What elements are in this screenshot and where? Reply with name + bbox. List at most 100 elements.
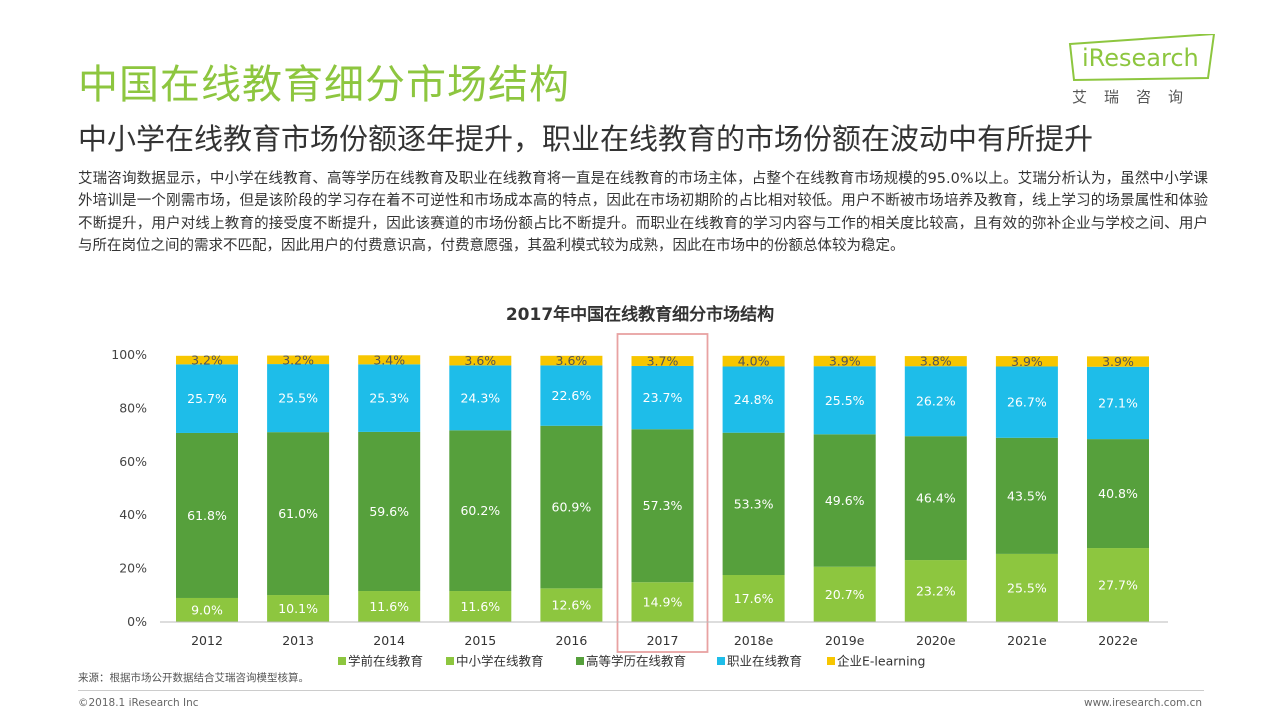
x-tick-label-2020e: 2020e (916, 633, 956, 648)
data-label-2019e-3: 25.5% (825, 393, 865, 408)
chart-title: 2017年中国在线教育细分市场结构 (505, 305, 775, 325)
logo-cn-name: 艾瑞咨询 (1072, 88, 1201, 106)
bar-segment-2017-0 (631, 582, 694, 622)
data-label-2021e-4: 3.9% (1011, 354, 1043, 369)
data-label-2021e-0: 25.5% (1007, 580, 1047, 595)
x-tick-label-2012: 2012 (191, 633, 223, 648)
bar-segment-2021e-2 (995, 437, 1058, 554)
data-label-2015-3: 24.3% (460, 390, 500, 405)
data-label-2012-4: 3.2% (191, 353, 223, 368)
bar-segment-2018e-3 (722, 366, 785, 433)
legend-swatch-3 (717, 657, 725, 665)
data-label-2016-0: 12.6% (552, 598, 592, 613)
legend-swatch-0 (338, 657, 346, 665)
data-label-2019e-2: 49.6% (825, 493, 865, 508)
legend-label-0: 学前在线教育 (348, 654, 423, 669)
data-label-2018e-0: 17.6% (734, 591, 774, 606)
page-title: 中国在线教育细分市场结构 (78, 62, 570, 108)
bar-segment-2016-2 (540, 425, 603, 589)
data-label-2013-0: 10.1% (278, 601, 318, 616)
x-tick-label-2017: 2017 (647, 633, 679, 648)
source-note: 来源：根据市场公开数据结合艾瑞咨询模型核算。 (78, 672, 309, 684)
data-label-2017-4: 3.7% (647, 354, 679, 369)
data-label-2022e-2: 40.8% (1098, 486, 1138, 501)
bar-segment-2017-2 (631, 429, 694, 583)
bar-segment-2012-0 (176, 597, 238, 622)
logo-banner-icon (1068, 34, 1216, 82)
data-label-2012-3: 25.7% (187, 391, 227, 406)
bar-segment-2015-3 (449, 365, 512, 431)
bar-segment-2015-0 (449, 591, 512, 622)
bar-segment-2019e-4 (813, 355, 876, 367)
data-label-2019e-4: 3.9% (829, 354, 861, 369)
data-label-2018e-2: 53.3% (734, 496, 774, 511)
data-label-2015-4: 3.6% (464, 353, 496, 368)
legend-swatch-1 (446, 657, 454, 665)
x-tick-label-2013: 2013 (282, 633, 314, 648)
y-tick-label-0: 0% (127, 614, 147, 629)
data-label-2015-2: 60.2% (460, 503, 500, 518)
bar-segment-2022e-3 (1087, 366, 1149, 440)
data-label-2014-0: 11.6% (369, 599, 409, 614)
data-label-2015-0: 11.6% (460, 599, 500, 614)
bar-segment-2014-4 (358, 355, 421, 365)
data-label-2014-4: 3.4% (373, 352, 405, 367)
legend-swatch-4 (827, 657, 835, 665)
bar-segment-2020e-0 (904, 560, 967, 622)
data-label-2013-2: 61.0% (278, 506, 318, 521)
bar-segment-2016-0 (540, 588, 603, 622)
bar-segment-2014-0 (358, 591, 421, 622)
data-label-2014-2: 59.6% (369, 504, 409, 519)
data-label-2021e-2: 43.5% (1007, 488, 1047, 503)
data-label-2013-4: 3.2% (282, 352, 314, 367)
data-label-2022e-4: 3.9% (1102, 354, 1134, 369)
data-label-2018e-4: 4.0% (738, 354, 770, 369)
x-tick-label-2014: 2014 (373, 633, 405, 648)
iresearch-logo: iResearch 艾瑞咨询 (1068, 34, 1216, 108)
legend-label-3: 职业在线教育 (727, 654, 802, 669)
y-tick-label-3: 60% (119, 454, 147, 469)
bar-segment-2016-3 (540, 365, 603, 426)
bar-segment-2020e-4 (904, 356, 967, 367)
website-link[interactable]: www.iresearch.com.cn (1083, 697, 1202, 709)
bar-segment-2015-2 (449, 430, 512, 592)
bar-segment-2013-4 (267, 355, 330, 365)
data-label-2018e-3: 24.8% (734, 392, 774, 407)
bar-segment-2016-4 (540, 355, 603, 366)
bar-segment-2013-0 (267, 595, 330, 622)
logo-wordmark: iResearch (1082, 44, 1199, 72)
bar-segment-2019e-3 (813, 366, 876, 435)
bar-segment-2018e-0 (722, 575, 785, 622)
x-tick-label-2015: 2015 (464, 633, 496, 648)
bars-group: 9.0% 61.8% 25.7% 3.2% 10.1% 61.0% 25.5% 3.2% 11.… (176, 333, 1149, 653)
highlight-box-2017 (616, 333, 709, 653)
bar-segment-2020e-3 (904, 366, 967, 437)
data-label-2016-3: 22.6% (552, 388, 592, 403)
data-label-2012-2: 61.8% (187, 508, 227, 523)
bar-segment-2022e-0 (1087, 548, 1149, 622)
bar-segment-2020e-2 (904, 436, 967, 561)
y-tick-label-2: 40% (119, 507, 147, 522)
data-label-2012-0: 9.0% (191, 602, 223, 617)
data-label-2020e-0: 23.2% (916, 584, 956, 599)
bar-segment-2015-4 (449, 355, 512, 366)
bar-segment-2017-3 (631, 365, 694, 430)
bar-segment-2013-3 (267, 364, 330, 433)
bar-segment-2021e-0 (995, 553, 1058, 622)
page-subtitle: 中小学在线教育市场份额逐年提升，职业在线教育的市场份额在波动中有所提升 (78, 122, 1094, 156)
legend-label-1: 中小学在线教育 (456, 654, 544, 669)
x-tick-label-2021e: 2021e (1007, 633, 1047, 648)
x-tick-label-2022e: 2022e (1098, 633, 1138, 648)
data-label-2021e-3: 26.7% (1007, 395, 1047, 410)
x-axis: 2012 2013 2014 2015 2016 2017 2018e 2019e 2020e 2… (160, 621, 1168, 648)
data-label-2016-4: 3.6% (556, 353, 588, 368)
data-label-2016-2: 60.9% (552, 500, 592, 515)
data-label-2020e-3: 26.2% (916, 394, 956, 409)
data-label-2013-3: 25.5% (278, 391, 318, 406)
copyright: ©2018.1 iResearch Inc (78, 697, 199, 709)
bar-segment-2012-4 (176, 355, 238, 365)
bar-segment-2021e-4 (995, 356, 1058, 367)
footer-divider (78, 690, 1204, 691)
x-tick-label-2018e: 2018e (734, 633, 774, 648)
y-tick-label-1: 20% (119, 561, 147, 576)
